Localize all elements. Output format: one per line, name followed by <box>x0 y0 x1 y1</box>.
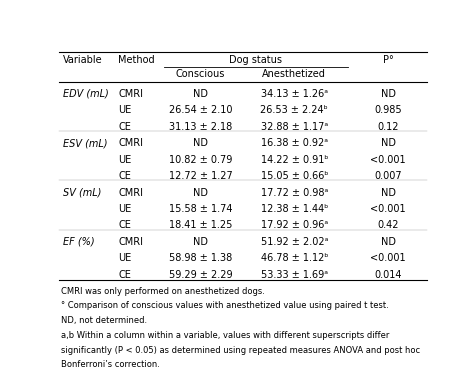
Text: 0.014: 0.014 <box>374 270 402 280</box>
Text: Bonferroni’s correction.: Bonferroni’s correction. <box>61 360 160 368</box>
Text: UE: UE <box>118 253 131 263</box>
Text: ND: ND <box>193 188 208 198</box>
Text: CE: CE <box>118 122 131 132</box>
Text: ND: ND <box>193 89 208 99</box>
Text: 51.92 ± 2.02ᵃ: 51.92 ± 2.02ᵃ <box>261 237 328 247</box>
Text: CE: CE <box>118 270 131 280</box>
Text: CE: CE <box>118 220 131 230</box>
Text: 26.53 ± 2.24ᵇ: 26.53 ± 2.24ᵇ <box>261 105 328 116</box>
Text: 26.54 ± 2.10: 26.54 ± 2.10 <box>169 105 232 116</box>
Text: 58.98 ± 1.38: 58.98 ± 1.38 <box>169 253 232 263</box>
Text: 12.38 ± 1.44ᵇ: 12.38 ± 1.44ᵇ <box>261 204 328 214</box>
Text: 59.29 ± 2.29: 59.29 ± 2.29 <box>169 270 232 280</box>
Text: 0.007: 0.007 <box>374 171 402 181</box>
Text: 46.78 ± 1.12ᵇ: 46.78 ± 1.12ᵇ <box>261 253 328 263</box>
Text: 0.42: 0.42 <box>377 220 399 230</box>
Text: ND: ND <box>193 237 208 247</box>
Text: <0.001: <0.001 <box>370 253 406 263</box>
Text: CMRI: CMRI <box>118 89 143 99</box>
Text: Anesthetized: Anesthetized <box>263 69 326 79</box>
Text: 34.13 ± 1.26ᵃ: 34.13 ± 1.26ᵃ <box>261 89 328 99</box>
Text: P°: P° <box>383 55 393 65</box>
Text: CMRI: CMRI <box>118 237 143 247</box>
Text: significantly (P < 0.05) as determined using repeated measures ANOVA and post ho: significantly (P < 0.05) as determined u… <box>61 346 420 355</box>
Text: 31.13 ± 2.18: 31.13 ± 2.18 <box>169 122 232 132</box>
Text: <0.001: <0.001 <box>370 204 406 214</box>
Text: CMRI: CMRI <box>118 138 143 148</box>
Text: 16.38 ± 0.92ᵃ: 16.38 ± 0.92ᵃ <box>261 138 328 148</box>
Text: CE: CE <box>118 171 131 181</box>
Text: ND: ND <box>381 138 395 148</box>
Text: <0.001: <0.001 <box>370 155 406 165</box>
Text: 0.985: 0.985 <box>374 105 402 116</box>
Text: CMRI: CMRI <box>118 188 143 198</box>
Text: Conscious: Conscious <box>176 69 225 79</box>
Text: Variable: Variable <box>63 55 102 65</box>
Text: ESV (mL): ESV (mL) <box>63 138 108 148</box>
Text: Method: Method <box>118 55 155 65</box>
Text: 18.41 ± 1.25: 18.41 ± 1.25 <box>169 220 232 230</box>
Text: EF (%): EF (%) <box>63 237 94 247</box>
Text: ND: ND <box>381 237 395 247</box>
Text: UE: UE <box>118 105 131 116</box>
Text: 32.88 ± 1.17ᵃ: 32.88 ± 1.17ᵃ <box>261 122 328 132</box>
Text: CMRI was only performed on anesthetized dogs.: CMRI was only performed on anesthetized … <box>61 287 265 296</box>
Text: 10.82 ± 0.79: 10.82 ± 0.79 <box>169 155 232 165</box>
Text: SV (mL): SV (mL) <box>63 188 101 198</box>
Text: 0.12: 0.12 <box>377 122 399 132</box>
Text: EDV (mL): EDV (mL) <box>63 89 109 99</box>
Text: ND, not determined.: ND, not determined. <box>61 316 147 325</box>
Text: ° Comparison of conscious values with anesthetized value using paired t test.: ° Comparison of conscious values with an… <box>61 301 389 311</box>
Text: ND: ND <box>381 89 395 99</box>
Text: UE: UE <box>118 155 131 165</box>
Text: ND: ND <box>381 188 395 198</box>
Text: 53.33 ± 1.69ᵃ: 53.33 ± 1.69ᵃ <box>261 270 328 280</box>
Text: 17.72 ± 0.98ᵃ: 17.72 ± 0.98ᵃ <box>261 188 328 198</box>
Text: ND: ND <box>193 138 208 148</box>
Text: 14.22 ± 0.91ᵇ: 14.22 ± 0.91ᵇ <box>261 155 328 165</box>
Text: 17.92 ± 0.96ᵃ: 17.92 ± 0.96ᵃ <box>261 220 328 230</box>
Text: 12.72 ± 1.27: 12.72 ± 1.27 <box>169 171 233 181</box>
Text: UE: UE <box>118 204 131 214</box>
Text: 15.05 ± 0.66ᵇ: 15.05 ± 0.66ᵇ <box>261 171 328 181</box>
Text: 15.58 ± 1.74: 15.58 ± 1.74 <box>169 204 232 214</box>
Text: Dog status: Dog status <box>229 55 283 65</box>
Text: a,b Within a column within a variable, values with different superscripts differ: a,b Within a column within a variable, v… <box>61 331 390 340</box>
